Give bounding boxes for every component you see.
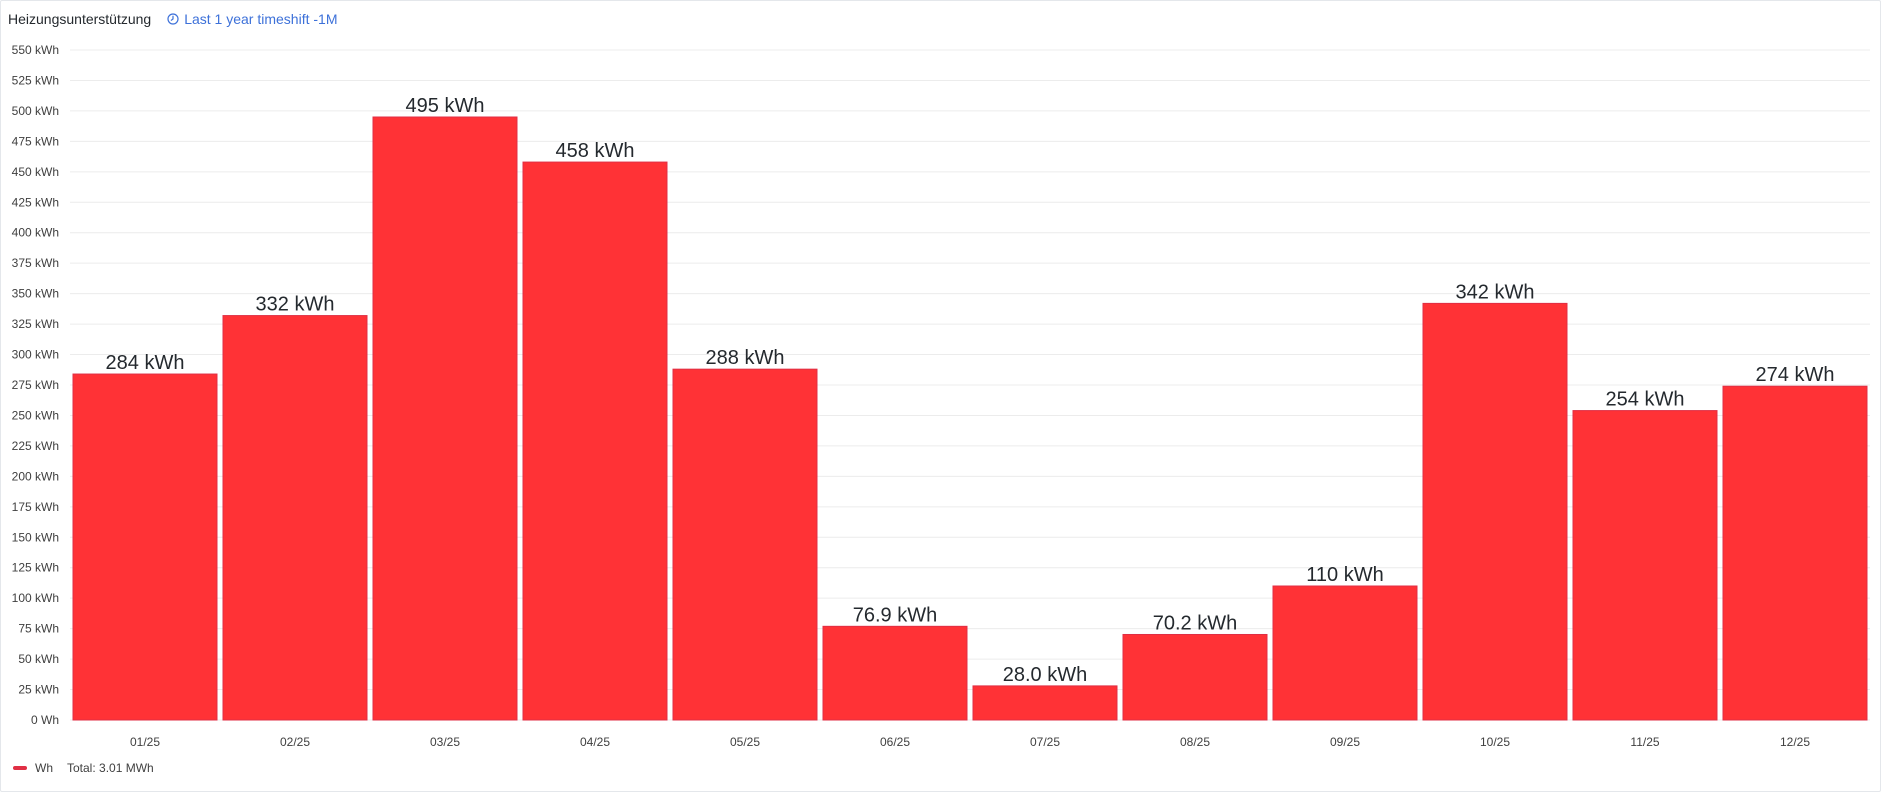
bar-value-label: 495 kWh bbox=[406, 95, 485, 117]
y-tick-label: 425 kWh bbox=[12, 195, 59, 209]
bar-value-label: 254 kWh bbox=[1606, 389, 1685, 411]
bar-value-label: 76.9 kWh bbox=[853, 604, 937, 626]
y-tick-label: 100 kWh bbox=[12, 591, 59, 605]
bar bbox=[1722, 385, 1868, 721]
y-tick-label: 25 kWh bbox=[18, 683, 59, 697]
x-tick-label: 12/25 bbox=[1780, 735, 1810, 749]
panel-header: Heizungsunterstützung Last 1 year timesh… bbox=[8, 9, 337, 29]
x-tick-label: 01/25 bbox=[130, 735, 160, 749]
y-tick-label: 150 kWh bbox=[12, 530, 59, 544]
bar bbox=[522, 161, 668, 721]
legend-swatch[interactable] bbox=[13, 766, 27, 770]
y-tick-label: 550 kWh bbox=[12, 43, 59, 57]
bar-value-label: 332 kWh bbox=[256, 294, 335, 316]
y-tick-label: 75 kWh bbox=[18, 622, 59, 636]
y-tick-label: 275 kWh bbox=[12, 378, 59, 392]
bar-value-label: 284 kWh bbox=[106, 352, 185, 374]
bar bbox=[1122, 633, 1268, 721]
x-tick-label: 06/25 bbox=[880, 735, 910, 749]
y-tick-label: 250 kWh bbox=[12, 408, 59, 422]
y-tick-label: 325 kWh bbox=[12, 317, 59, 331]
y-tick-label: 175 kWh bbox=[12, 500, 59, 514]
x-tick-label: 11/25 bbox=[1630, 735, 1659, 749]
bar bbox=[972, 685, 1118, 721]
y-tick-label: 0 Wh bbox=[31, 713, 59, 727]
x-tick-label: 03/25 bbox=[430, 735, 460, 749]
legend-series-name[interactable]: Wh bbox=[35, 761, 53, 775]
bar bbox=[1272, 585, 1418, 721]
y-tick-label: 300 kWh bbox=[12, 348, 59, 362]
y-tick-label: 375 kWh bbox=[12, 256, 59, 270]
bar-value-label: 70.2 kWh bbox=[1153, 612, 1237, 634]
bar bbox=[222, 315, 368, 721]
y-tick-label: 450 kWh bbox=[12, 165, 59, 179]
y-tick-label: 225 kWh bbox=[12, 439, 59, 453]
y-tick-label: 400 kWh bbox=[12, 226, 59, 240]
bar-value-label: 28.0 kWh bbox=[1003, 664, 1087, 686]
x-tick-label: 08/25 bbox=[1180, 735, 1210, 749]
y-tick-label: 475 kWh bbox=[12, 134, 59, 148]
bar bbox=[1572, 410, 1718, 721]
bar-value-label: 458 kWh bbox=[556, 140, 635, 162]
bar bbox=[1422, 302, 1568, 721]
bar bbox=[672, 368, 818, 721]
legend[interactable]: Wh Total: 3.01 MWh bbox=[13, 761, 154, 775]
y-tick-label: 350 kWh bbox=[12, 287, 59, 301]
x-tick-label: 07/25 bbox=[1030, 735, 1060, 749]
y-tick-label: 125 kWh bbox=[12, 561, 59, 575]
y-tick-label: 525 kWh bbox=[12, 73, 59, 87]
y-tick-label: 500 kWh bbox=[12, 104, 59, 118]
y-tick-label: 50 kWh bbox=[18, 652, 59, 666]
bar bbox=[372, 116, 518, 721]
x-tick-label: 10/25 bbox=[1480, 735, 1510, 749]
timeshift-info[interactable]: Last 1 year timeshift -1M bbox=[167, 11, 337, 27]
panel-title[interactable]: Heizungsunterstützung bbox=[8, 11, 152, 27]
y-tick-label: 200 kWh bbox=[12, 469, 59, 483]
clock-icon bbox=[167, 13, 179, 25]
bar bbox=[822, 625, 968, 721]
timeshift-label: Last 1 year timeshift -1M bbox=[184, 11, 338, 27]
legend-total: Total: 3.01 MWh bbox=[67, 761, 154, 775]
bar-value-label: 342 kWh bbox=[1456, 281, 1535, 303]
x-tick-label: 04/25 bbox=[580, 735, 610, 749]
bar-value-label: 288 kWh bbox=[706, 347, 785, 369]
bar-value-label: 110 kWh bbox=[1306, 564, 1383, 586]
bar-value-label: 274 kWh bbox=[1756, 364, 1835, 386]
bar bbox=[72, 373, 218, 721]
x-tick-label: 05/25 bbox=[730, 735, 760, 749]
x-tick-label: 09/25 bbox=[1330, 735, 1360, 749]
x-tick-label: 02/25 bbox=[280, 735, 310, 749]
